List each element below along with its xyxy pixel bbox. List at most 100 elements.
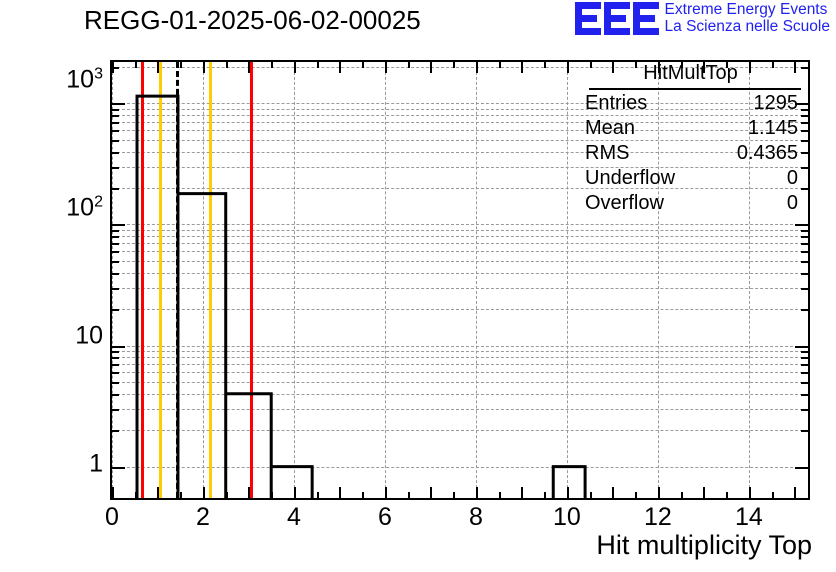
y-axis-tick xyxy=(112,230,119,233)
y-axis-tick-right xyxy=(801,122,808,125)
x-tick-label-12: 12 xyxy=(643,503,672,531)
y-axis-tick-right xyxy=(795,345,808,348)
x-axis-tick-top xyxy=(566,62,569,73)
x-tick-label-8: 8 xyxy=(468,503,483,531)
grid-line-v xyxy=(657,62,659,498)
y-axis-tick xyxy=(112,309,119,312)
grid-line-v xyxy=(748,62,750,498)
y-axis-tick xyxy=(112,188,119,191)
x-tick-label-4: 4 xyxy=(287,503,301,531)
stats-row-mean: Mean 1.145 xyxy=(585,117,800,139)
y-axis-tick-right xyxy=(801,393,808,396)
grid-line-h xyxy=(112,309,808,311)
y-axis-tick-right xyxy=(801,430,808,433)
y-axis-tick-right xyxy=(801,309,808,312)
y-axis-tick xyxy=(112,260,119,263)
stats-key: Mean xyxy=(585,117,636,139)
y-axis-tick xyxy=(112,103,125,106)
y-axis-tick-right xyxy=(801,236,808,239)
grid-line-h xyxy=(112,122,808,124)
x-tick-label-2: 2 xyxy=(196,503,210,531)
x-axis-tick-top xyxy=(180,62,183,68)
grid-line-h xyxy=(112,381,808,383)
x-axis-tick-top xyxy=(726,62,729,68)
stats-row-underflow: Underflow 0 xyxy=(585,167,800,189)
stats-divider xyxy=(589,88,801,90)
x-axis-tick-top xyxy=(635,62,638,68)
y-axis-tick-right xyxy=(801,372,808,375)
grid-line-h xyxy=(112,430,808,432)
x-axis-tick-top xyxy=(157,62,160,73)
grid-line-h xyxy=(112,364,808,366)
grid-line-h xyxy=(112,236,808,238)
y-axis-tick xyxy=(112,345,125,348)
x-axis-tick-top xyxy=(748,62,751,73)
stats-row-rms: RMS 0.4365 xyxy=(585,142,800,164)
y-axis-tick xyxy=(112,393,119,396)
grid-line-h xyxy=(112,251,808,253)
y-axis-tick-right xyxy=(801,251,808,254)
y-axis-tick xyxy=(112,287,119,290)
x-axis-tick-top xyxy=(521,62,524,73)
y-axis-tick xyxy=(112,108,119,111)
grid-line-v xyxy=(475,62,477,498)
grid-line-h xyxy=(112,115,808,117)
page-title: REGG-01-2025-06-02-00025 xyxy=(84,5,421,35)
x-axis-tick xyxy=(726,492,729,498)
eee-logo-text: Extreme Energy Events La Scienza nelle S… xyxy=(665,1,830,35)
x-axis-title: Hit multiplicity Top xyxy=(596,530,812,560)
grid-line-v xyxy=(566,62,568,498)
stats-row-entries: Entries 1295 xyxy=(585,92,800,114)
x-axis-tick-top xyxy=(134,62,137,68)
y-axis-tick xyxy=(112,372,119,375)
x-axis-tick xyxy=(453,492,456,498)
x-axis-tick-top xyxy=(225,62,228,68)
x-axis-tick-top xyxy=(703,62,706,73)
stats-key: RMS xyxy=(585,142,630,164)
x-axis-tick-top xyxy=(612,62,615,73)
grid-line-h xyxy=(112,466,808,468)
marker-line-lower-red-limit xyxy=(140,62,144,498)
x-axis-tick-top xyxy=(771,62,774,68)
x-axis-tick xyxy=(202,487,205,498)
grid-line-h xyxy=(112,408,808,410)
x-axis-tick xyxy=(589,492,592,498)
y-axis-tick xyxy=(112,224,125,227)
x-axis-tick-top xyxy=(475,62,478,73)
x-axis-tick xyxy=(248,487,251,498)
x-axis-tick xyxy=(180,492,183,498)
x-axis-tick xyxy=(112,487,114,498)
plot-frame xyxy=(110,60,810,500)
y-axis-tick-right xyxy=(801,243,808,246)
x-axis-tick xyxy=(612,487,615,498)
x-axis-tick xyxy=(293,487,296,498)
x-axis-tick xyxy=(157,487,160,498)
grid-line-h xyxy=(112,151,808,153)
grid-line-h xyxy=(112,188,808,190)
y-axis-tick-right xyxy=(801,381,808,384)
y-axis-tick xyxy=(112,408,119,411)
y-axis-tick-right xyxy=(801,67,808,69)
y-axis-tick-right xyxy=(795,224,808,227)
stats-value: 0.4365 xyxy=(736,142,798,164)
x-axis-tick xyxy=(794,487,797,498)
stats-box: HitMultTop Entries 1295 Mean 1.145 RMS 0… xyxy=(571,60,810,214)
grid-line-h xyxy=(112,287,808,289)
grid-line-v xyxy=(112,62,113,498)
y-axis-labels: 103 102 10 1 xyxy=(0,0,103,572)
x-axis-tick xyxy=(521,487,524,498)
y-axis-tick xyxy=(112,357,119,360)
y-axis-tick xyxy=(112,272,119,275)
x-axis-tick xyxy=(657,487,660,498)
histogram-outline xyxy=(135,94,587,498)
letter-e-icon xyxy=(603,2,630,36)
y-axis-tick-right xyxy=(801,272,808,275)
grid-line-h xyxy=(112,224,808,226)
y-axis-tick-right xyxy=(801,351,808,354)
x-axis-tick xyxy=(430,487,433,498)
grid-line-h xyxy=(112,130,808,132)
x-axis-tick-top xyxy=(316,62,319,68)
x-tick-label-10: 10 xyxy=(552,503,581,531)
grid-line-h xyxy=(112,260,808,262)
x-axis-tick-top xyxy=(794,62,797,73)
